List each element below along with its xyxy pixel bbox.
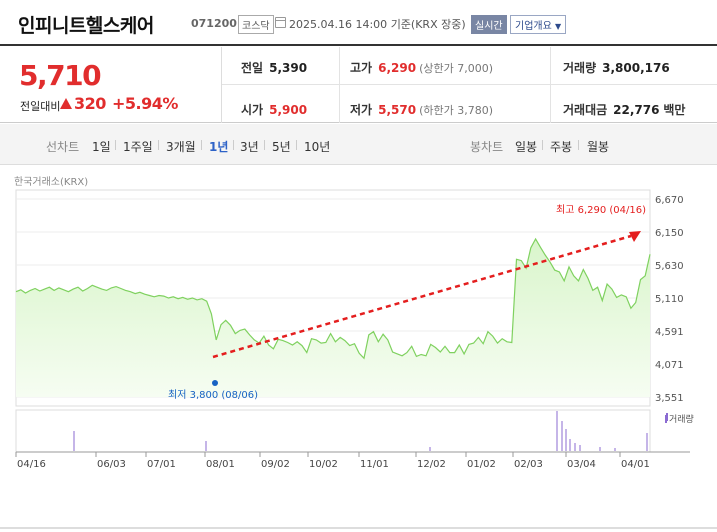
- y-tick-label: 3,551: [655, 393, 684, 404]
- x-tick-label: 04/01: [621, 459, 650, 470]
- arrow-head-icon: [629, 231, 641, 242]
- change-percent: +5.94%: [112, 94, 178, 113]
- price-area: [16, 239, 650, 397]
- low-annotation: 최저 3,800 (08/06): [168, 389, 258, 401]
- tab-1d[interactable]: 1일: [92, 140, 111, 154]
- quote-datetime: 2025.04.16 14:00 기준(KRX 장중): [289, 18, 466, 31]
- price-line: [15, 237, 651, 360]
- volume-legend-mark: [666, 413, 668, 421]
- trend-arrow-line: [212, 234, 632, 359]
- prev-close-cell: 전일 5,390: [241, 61, 308, 75]
- tab-1y[interactable]: 1년: [209, 140, 229, 154]
- calendar-icon: [275, 17, 286, 28]
- y-tick-label: 4,071: [655, 360, 684, 371]
- stock-header: 인피니트헬스케어 071200 코스닥 2025.04.16 14:00 기준(…: [0, 0, 717, 46]
- y-tick-label: 6,150: [655, 228, 684, 239]
- current-price: 5,710: [19, 59, 102, 92]
- tab-10y[interactable]: 10년: [304, 140, 331, 154]
- volume-panel: [15, 409, 651, 453]
- x-tick-label: 08/01: [206, 459, 235, 470]
- volume-legend: 거래량: [665, 412, 694, 425]
- x-tick-label: 11/01: [360, 459, 389, 470]
- x-tick-label: 02/03: [514, 459, 543, 470]
- chart-source: 한국거래소(KRX): [14, 177, 89, 188]
- volume-cell: 거래량 3,800,176: [563, 61, 670, 75]
- change-label: 전일대비: [20, 100, 61, 113]
- low-point-dot: [212, 380, 218, 386]
- up-arrow-icon: [60, 98, 72, 109]
- x-tick-label: 03/04: [567, 459, 596, 470]
- volume-legend-swatch: [665, 415, 667, 423]
- tab-5y[interactable]: 5년: [272, 140, 291, 154]
- open-cell: 시가 5,900: [241, 103, 308, 117]
- company-info-dropdown[interactable]: 기업개요 ▼: [510, 15, 567, 34]
- x-tick-label: 06/03: [97, 459, 126, 470]
- y-tick-label: 6,670: [655, 195, 684, 206]
- x-tick-label: 01/02: [467, 459, 496, 470]
- x-tick-label: 10/02: [309, 459, 338, 470]
- y-tick-label: 5,630: [655, 261, 684, 272]
- x-tick-label: 04/16: [17, 459, 46, 470]
- tab-3m[interactable]: 3개월: [166, 140, 196, 154]
- low-cell: 저가 5,570 (하한가 3,780): [350, 103, 493, 117]
- chevron-down-icon: ▼: [555, 22, 562, 31]
- stock-name: 인피니트헬스케어: [18, 15, 154, 37]
- x-tick-label: 07/01: [147, 459, 176, 470]
- stock-code: 071200: [191, 17, 237, 30]
- y-tick-label: 4,591: [655, 327, 684, 338]
- quote-summary: 5,710 전일대비 320 +5.94% 전일 5,390 시가 5,900 고가…: [0, 47, 717, 123]
- tab-3y[interactable]: 3년: [240, 140, 259, 154]
- chart-tabs: 선차트 1일 1주일 3개월 1년 3년 5년 10년 봉차트 일봉 주봉 월봉: [0, 124, 717, 165]
- candle-chart-label: 봉차트: [470, 140, 504, 154]
- tab-weekly[interactable]: 주봉: [550, 140, 573, 154]
- line-chart-label: 선차트: [46, 140, 80, 154]
- amount-cell: 거래대금 22,776 백만: [563, 103, 686, 117]
- tab-monthly[interactable]: 월봉: [587, 140, 610, 154]
- price-panel: 5,710 전일대비 320 +5.94%: [0, 47, 222, 123]
- x-tick-label: 12/02: [417, 459, 446, 470]
- x-tick-label: 09/02: [261, 459, 290, 470]
- y-tick-label: 5,110: [655, 294, 684, 305]
- high-annotation: 최고 6,290 (04/16): [556, 204, 646, 216]
- tab-daily[interactable]: 일봉: [515, 140, 538, 154]
- high-cell: 고가 6,290 (상한가 7,000): [350, 61, 493, 75]
- realtime-button[interactable]: 실시간: [471, 15, 507, 34]
- tab-1w[interactable]: 1주일: [123, 140, 153, 154]
- market-badge: 코스닥: [238, 15, 274, 34]
- change-value: 320: [74, 94, 106, 113]
